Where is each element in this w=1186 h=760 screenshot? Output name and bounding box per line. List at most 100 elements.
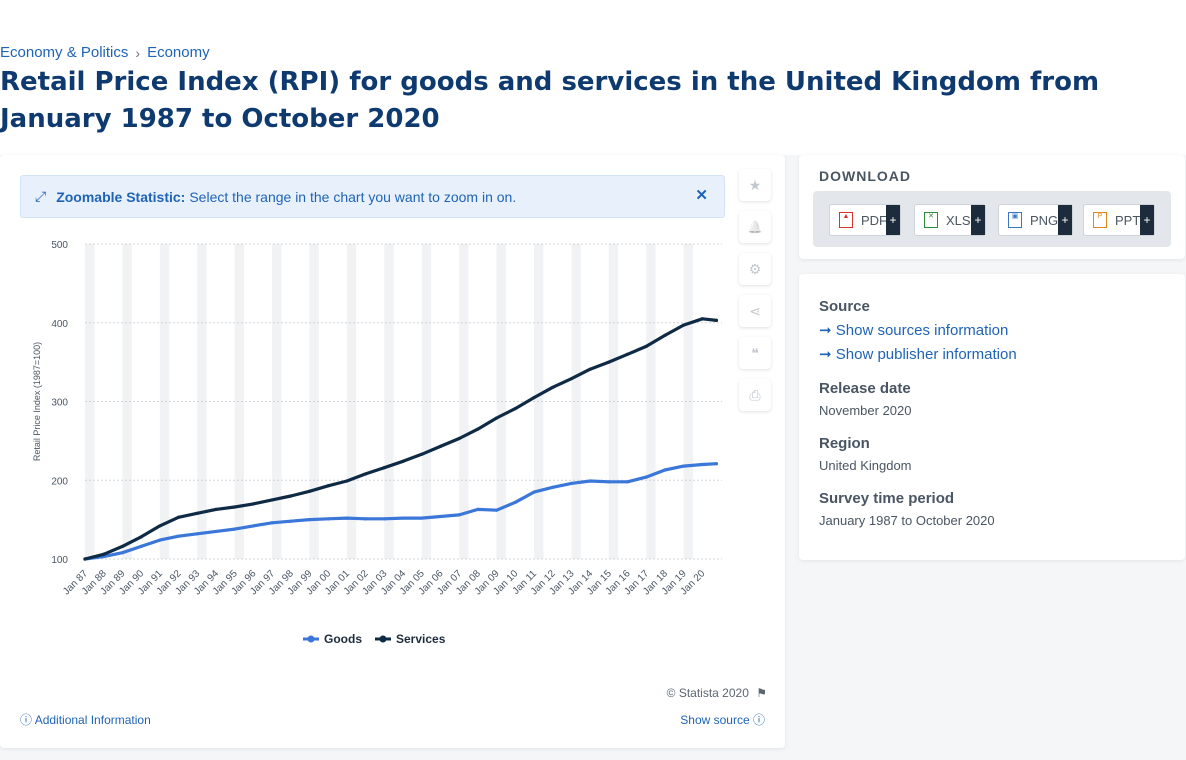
arrow-right-icon: ➞ [819,322,832,339]
data-point-goods [513,500,517,504]
data-point-services [476,427,480,431]
download-xls-button[interactable]: ✕ XLS + [914,204,986,236]
download-ppt-button[interactable]: P PPT + [1083,204,1155,236]
data-point-services [457,436,461,441]
data-point-goods [682,464,686,468]
data-point-services [663,333,667,337]
release-date-value: November 2020 [819,403,912,418]
download-pdf-button[interactable]: ▲ PDF + [829,204,901,236]
data-point-services [102,552,106,556]
show-source-link[interactable]: Show source ⓘ [680,711,765,728]
copyright-text: © Statista 2020 [666,686,749,700]
chart-toolbar: ★ 🔔 ⚙ ⋖ ❝ ⎙ [739,169,771,421]
data-point-goods [345,516,349,520]
pdf-file-icon: ▲ [839,212,853,228]
data-point-services [214,507,218,511]
data-point-goods [457,513,461,517]
download-card: DOWNLOAD ▲ PDF + ✕ XLS + ▣ PNG + P PPT + [799,155,1185,259]
png-file-icon: ▣ [1008,212,1022,228]
zoom-banner-text: Select the range in the chart you want t… [189,188,517,205]
flag-icon[interactable]: ⚑ [756,686,767,700]
gear-icon: ⚙ [748,260,762,277]
data-point-goods [551,485,555,489]
chart-band [346,244,357,559]
data-point-goods [532,490,536,494]
data-point-services [233,505,237,509]
data-point-goods [494,508,499,512]
data-point-services [270,498,274,502]
notification-button[interactable]: 🔔 [739,211,771,243]
data-point-goods [438,514,443,519]
data-point-services [289,494,293,498]
cite-button[interactable]: ❝ [739,337,771,369]
region-value: United Kingdom [819,458,912,473]
download-ppt-label: PPT [1115,212,1141,228]
data-point-services [714,318,718,322]
info-icon: ⓘ [20,713,33,727]
additional-information-link[interactable]: ⓘ Additional Information [20,711,151,728]
close-icon[interactable]: ✕ [695,187,708,204]
favorite-button[interactable]: ★ [739,169,771,201]
plus-icon: + [1058,205,1072,235]
data-point-goods [663,468,667,472]
top-bar [0,0,1186,40]
data-point-services [420,452,424,456]
chart-band [459,244,469,559]
breadcrumb: Economy & Politics › Economy [0,44,210,61]
page-header [0,40,1186,155]
data-point-services [195,511,199,515]
download-png-label: PNG [1030,212,1059,228]
data-point-services [607,360,611,364]
y-tick-label: 400 [51,319,68,330]
y-axis-label: Retail Price Index (1987=100) [32,342,42,461]
data-point-services [700,317,704,321]
show-publisher-link[interactable]: ➞ Show publisher information [819,345,1017,363]
data-point-goods [289,519,293,523]
y-tick-label: 500 [51,240,68,251]
settings-button[interactable]: ⚙ [739,253,771,285]
chart-band [159,244,170,559]
breadcrumb-economy-politics[interactable]: Economy & Politics [0,44,129,61]
data-point-goods [569,481,574,485]
data-point-goods [195,532,199,536]
data-point-goods [644,475,648,479]
show-source-label: Show source [680,713,750,727]
share-button[interactable]: ⋖ [739,295,771,327]
series-line-services [83,317,719,561]
breadcrumb-separator: › [135,44,141,61]
print-icon: ⎙ [749,386,761,403]
download-png-button[interactable]: ▣ PNG + [998,204,1073,236]
expand-icon: ⤢ [35,188,47,204]
legend-label-goods: Goods [324,632,362,646]
chart-band [234,244,245,559]
breadcrumb-economy[interactable]: Economy [147,44,210,61]
quote-icon: ❝ [751,344,759,361]
page-title: Retail Price Index (RPI) for goods and s… [0,67,1100,134]
data-point-services [682,323,686,327]
data-point-services [551,385,555,389]
xls-file-icon: ✕ [924,212,938,228]
data-point-goods [307,518,312,522]
chart-band [272,244,282,559]
data-point-goods [158,538,162,542]
series-line-goods [83,462,719,561]
download-pdf-label: PDF [861,212,887,228]
data-point-goods [700,462,704,467]
print-button[interactable]: ⎙ [739,379,771,411]
zoom-banner-label: Zoomable Statistic: [56,188,186,205]
data-point-services [83,557,87,561]
y-tick-label: 200 [51,476,68,487]
data-point-goods [270,521,274,525]
data-point-goods [625,480,630,484]
data-point-services [532,395,536,400]
download-xls-label: XLS [946,212,971,228]
show-publisher-label: Show publisher information [835,346,1017,363]
show-sources-label: Show sources information [835,322,1009,339]
zoom-banner: ⤢ Zoomable Statistic: Select the range i… [20,175,725,218]
chart-band [122,244,132,559]
data-point-goods [326,517,330,521]
data-point-goods [714,462,718,466]
chart-band [683,244,694,559]
line-chart[interactable]: 100 200 300 400 500 Retail Price Index (1987=… [0,230,740,670]
show-sources-link[interactable]: ➞ Show sources information [819,321,1008,339]
